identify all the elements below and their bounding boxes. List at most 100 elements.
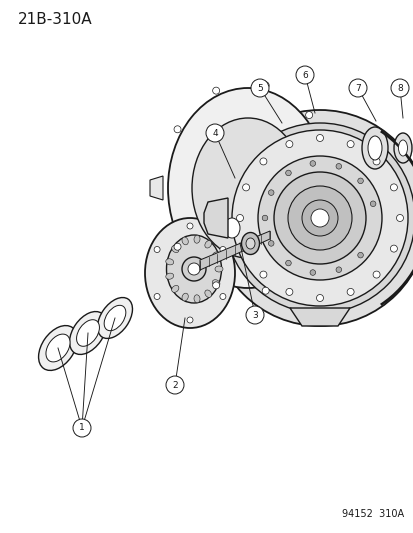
Circle shape [236, 214, 243, 222]
Circle shape [309, 270, 315, 276]
Ellipse shape [361, 127, 387, 169]
Circle shape [211, 110, 413, 326]
Ellipse shape [165, 273, 173, 279]
Text: 8: 8 [396, 84, 402, 93]
Polygon shape [289, 308, 349, 326]
Circle shape [389, 184, 396, 191]
Polygon shape [199, 231, 269, 270]
Ellipse shape [194, 235, 199, 243]
Circle shape [285, 141, 292, 148]
Text: 3: 3 [252, 311, 257, 319]
Circle shape [396, 214, 403, 222]
Text: 21B-310A: 21B-310A [18, 12, 93, 27]
Circle shape [242, 245, 249, 252]
Circle shape [372, 158, 379, 165]
Circle shape [219, 246, 225, 253]
Ellipse shape [69, 312, 106, 354]
Circle shape [389, 245, 396, 252]
Circle shape [231, 130, 407, 306]
Ellipse shape [76, 320, 99, 346]
Ellipse shape [182, 293, 188, 301]
Circle shape [261, 287, 268, 294]
Circle shape [187, 223, 192, 229]
Circle shape [285, 288, 292, 295]
Ellipse shape [194, 295, 199, 303]
Circle shape [173, 126, 180, 133]
Circle shape [268, 190, 273, 196]
Circle shape [346, 288, 353, 295]
Circle shape [245, 306, 263, 324]
Ellipse shape [168, 88, 327, 288]
Circle shape [166, 376, 183, 394]
Ellipse shape [204, 290, 211, 297]
Ellipse shape [367, 136, 381, 160]
Ellipse shape [214, 266, 223, 272]
Circle shape [154, 246, 160, 253]
Circle shape [73, 419, 91, 437]
Ellipse shape [104, 305, 126, 330]
Ellipse shape [145, 218, 235, 328]
Circle shape [301, 200, 337, 236]
Circle shape [242, 184, 249, 191]
Ellipse shape [192, 118, 303, 258]
Circle shape [206, 124, 223, 142]
Circle shape [285, 260, 291, 266]
Circle shape [305, 111, 312, 118]
Circle shape [309, 160, 315, 166]
Text: 7: 7 [354, 84, 360, 93]
Circle shape [372, 271, 379, 278]
Circle shape [219, 294, 225, 300]
Circle shape [261, 82, 268, 89]
Ellipse shape [46, 334, 70, 362]
Circle shape [346, 141, 353, 148]
Circle shape [390, 79, 408, 97]
Ellipse shape [97, 297, 132, 338]
Ellipse shape [166, 235, 221, 303]
Circle shape [305, 257, 312, 264]
Circle shape [316, 134, 323, 141]
Text: 4: 4 [212, 128, 217, 138]
Circle shape [182, 257, 206, 281]
Ellipse shape [216, 209, 247, 247]
Circle shape [187, 317, 192, 323]
Circle shape [154, 294, 160, 300]
Ellipse shape [212, 280, 219, 286]
Ellipse shape [245, 238, 254, 249]
Circle shape [257, 156, 381, 280]
Circle shape [188, 263, 199, 275]
Circle shape [348, 79, 366, 97]
Ellipse shape [204, 240, 211, 248]
Circle shape [335, 267, 341, 272]
Circle shape [268, 240, 273, 246]
Ellipse shape [398, 140, 406, 156]
Circle shape [212, 87, 219, 94]
Circle shape [261, 215, 267, 221]
Ellipse shape [171, 246, 178, 253]
Circle shape [250, 79, 268, 97]
Ellipse shape [165, 259, 173, 265]
Ellipse shape [241, 232, 259, 254]
Ellipse shape [38, 326, 77, 370]
Circle shape [370, 201, 375, 207]
Polygon shape [204, 198, 228, 238]
Polygon shape [150, 176, 163, 200]
Circle shape [259, 271, 266, 278]
Circle shape [173, 243, 180, 250]
Text: 5: 5 [256, 84, 262, 93]
Circle shape [316, 295, 323, 302]
Text: 94152  310A: 94152 310A [341, 509, 403, 519]
Ellipse shape [182, 237, 188, 245]
Circle shape [295, 66, 313, 84]
Circle shape [273, 172, 365, 264]
Circle shape [285, 170, 291, 176]
Ellipse shape [212, 252, 219, 259]
Ellipse shape [223, 218, 240, 238]
Text: 6: 6 [301, 70, 307, 79]
Ellipse shape [171, 285, 178, 293]
Circle shape [212, 282, 219, 289]
Circle shape [357, 178, 363, 184]
Ellipse shape [393, 133, 411, 163]
Circle shape [259, 158, 266, 165]
Circle shape [357, 252, 363, 258]
Circle shape [287, 186, 351, 250]
